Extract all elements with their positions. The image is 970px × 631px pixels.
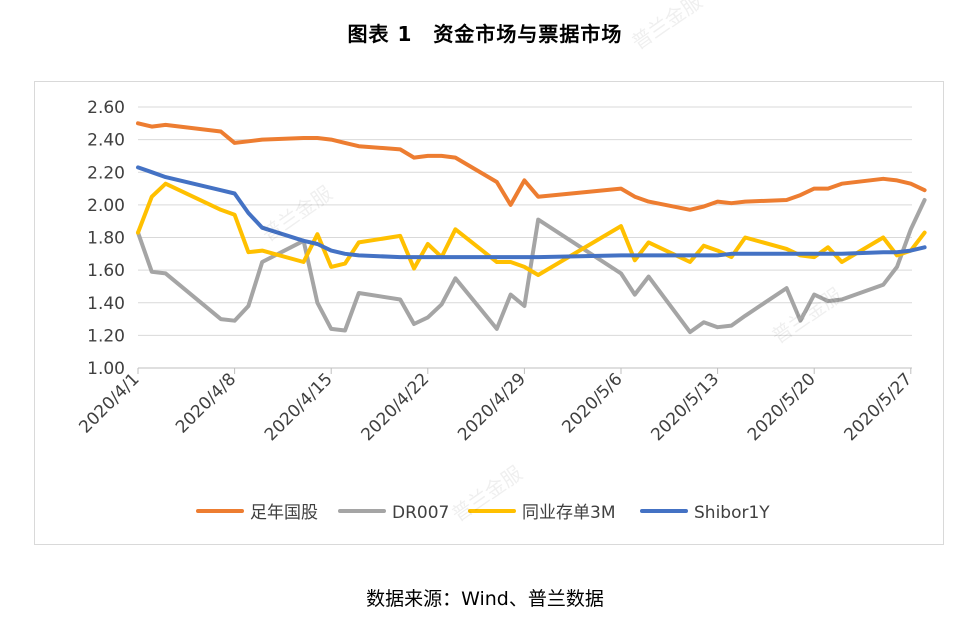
legend: 足年国股 DR007 同业存单3M Shibor1Y [196,503,770,523]
y-tick-label: 1.20 [87,326,125,346]
legend-label: Shibor1Y [694,503,770,523]
y-tick-label: 2.60 [87,98,125,118]
legend-label: DR007 [392,503,449,523]
y-axis: 2.60 2.40 2.20 2.00 1.80 1.60 1.40 1.20 1.00 [87,98,125,379]
y-tick-label: 2.40 [87,131,125,151]
x-tick-label: 2020/4/8 [172,369,240,437]
x-axis: 2020/4/1 2020/4/8 2020/4/15 2020/4/22 2020/4… [75,367,917,445]
y-tick-label: 2.20 [87,163,125,183]
y-tick-label: 1.00 [87,359,125,379]
y-tick-label: 1.80 [87,229,125,249]
x-tick-label: 2020/4/15 [261,369,337,445]
x-tick-label: 2020/4/29 [454,369,530,445]
series-lines [136,121,927,335]
series-line [136,198,927,335]
series-line [136,165,927,260]
y-tick-label: 2.00 [87,196,125,216]
x-tick-label: 2020/5/27 [841,369,917,445]
source-note: 数据来源：Wind、普兰数据 [366,588,604,610]
legend-label: 足年国股 [250,503,318,523]
series-line [136,181,927,277]
y-tick-label: 1.60 [87,261,125,281]
y-tick-label: 1.40 [87,294,125,314]
legend-label: 同业存单3M [522,503,615,523]
x-tick-label: 2020/4/1 [75,369,143,437]
chart-title: 图表 1 资金市场与票据市场 [347,22,623,46]
x-tick-label: 2020/5/20 [744,369,820,445]
series-line [136,121,927,212]
x-tick-label: 2020/5/6 [558,369,626,437]
x-tick-label: 2020/4/22 [358,369,434,445]
chart-frame [34,81,944,545]
x-tick-label: 2020/5/13 [647,369,723,445]
